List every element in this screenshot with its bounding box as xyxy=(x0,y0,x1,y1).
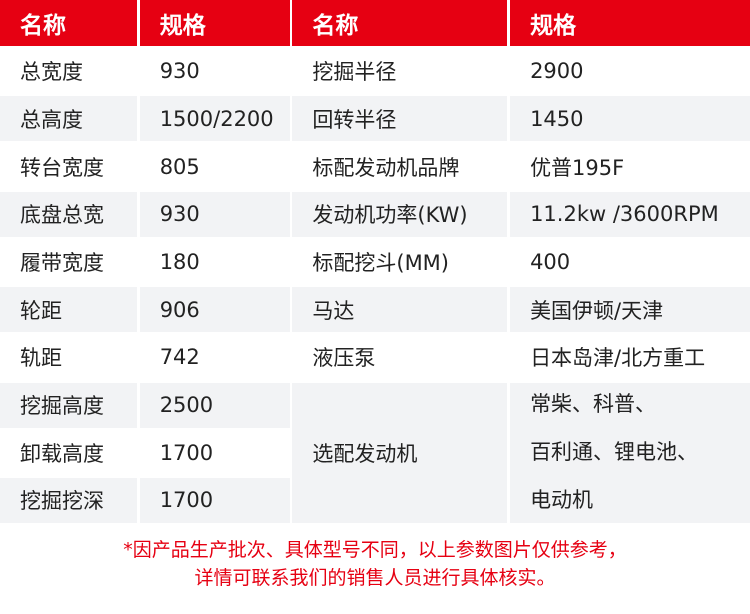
spec-line: 百利通、锂电池、 xyxy=(530,439,699,464)
disclaimer-line-1: *因产品生产批次、具体型号不同，以上参数图片仅供参考， xyxy=(123,538,627,561)
param-name: 总宽度 xyxy=(0,48,137,94)
param-value: 742 xyxy=(139,334,290,380)
param-name: 标配挖斗(MM) xyxy=(292,239,508,285)
param-name: 挖掘半径 xyxy=(292,48,508,94)
param-name: 液压泵 xyxy=(292,334,508,380)
param-value: 11.2kw /3600RPM xyxy=(510,191,750,237)
param-name: 标配发动机品牌 xyxy=(292,144,508,190)
param-name: 马达 xyxy=(292,287,508,333)
param-value: 930 xyxy=(139,191,290,237)
param-value: 400 xyxy=(510,239,750,285)
param-value: 美国伊顿/天津 xyxy=(510,287,750,333)
spec-line: 电动机 xyxy=(530,487,594,512)
param-value: 2900 xyxy=(510,48,750,94)
param-name: 挖掘高度 xyxy=(0,382,137,428)
param-value: 日本岛津/北方重工 xyxy=(510,334,750,380)
merged-param-name: 选配发动机 xyxy=(292,382,508,523)
param-value: 1700 xyxy=(139,477,290,523)
param-name: 卸载高度 xyxy=(0,430,137,476)
param-value: 优普195F xyxy=(510,144,750,190)
param-name: 回转半径 xyxy=(292,96,508,142)
param-value: 805 xyxy=(139,144,290,190)
param-value: 180 xyxy=(139,239,290,285)
spec-line: 常柴、科普、 xyxy=(530,392,657,417)
merged-param-value: 常柴、科普、百利通、锂电池、电动机 xyxy=(510,382,750,523)
param-name: 轮距 xyxy=(0,287,137,333)
disclaimer-line-2: 详情可联系我们的销售人员进行具体核实。 xyxy=(194,566,556,589)
param-value: 1700 xyxy=(139,430,290,476)
param-value: 906 xyxy=(139,287,290,333)
param-value: 2500 xyxy=(139,382,290,428)
param-name: 总高度 xyxy=(0,96,137,142)
param-name: 发动机功率(KW) xyxy=(292,191,508,237)
header-spec-1: 规格 xyxy=(139,0,290,46)
spec-table: 名称 规格 名称 规格 总宽度 930 挖掘半径 2900 总高度 1500/2200 回转半径 14… xyxy=(0,0,750,523)
param-value: 930 xyxy=(139,48,290,94)
param-name: 履带宽度 xyxy=(0,239,137,285)
header-spec-3: 规格 xyxy=(510,0,750,46)
header-name-0: 名称 xyxy=(0,0,137,46)
param-value: 1450 xyxy=(510,96,750,142)
param-name: 转台宽度 xyxy=(0,144,137,190)
param-name: 轨距 xyxy=(0,334,137,380)
disclaimer: *因产品生产批次、具体型号不同，以上参数图片仅供参考， 详情可联系我们的销售人员… xyxy=(0,536,750,592)
header-name-2: 名称 xyxy=(292,0,508,46)
param-name: 挖掘挖深 xyxy=(0,477,137,523)
param-value: 1500/2200 xyxy=(139,96,290,142)
param-name: 底盘总宽 xyxy=(0,191,137,237)
